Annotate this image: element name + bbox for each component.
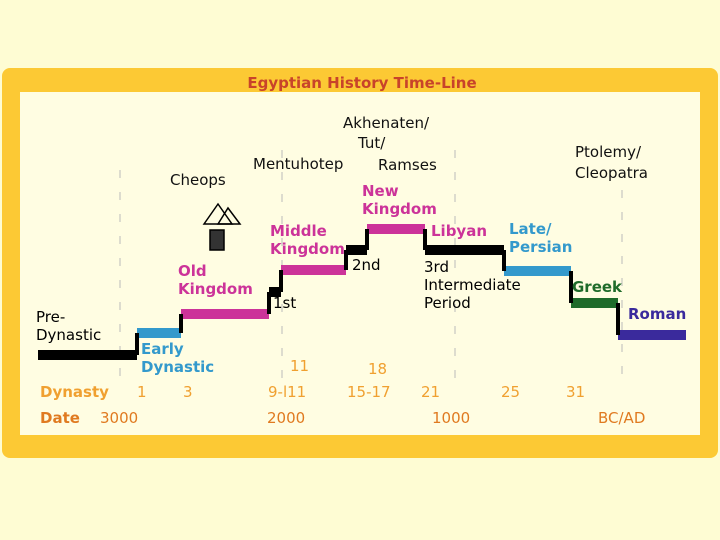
dynasty-number: 3 bbox=[183, 383, 193, 401]
panel bbox=[20, 92, 700, 435]
ruler-label: Ptolemy/ bbox=[575, 143, 642, 161]
period-label: Period bbox=[424, 294, 471, 312]
ruler-label: Akhenaten/ bbox=[343, 114, 430, 132]
dynasty-number: 31 bbox=[566, 383, 585, 401]
date-value: BC/AD bbox=[598, 409, 645, 427]
dynasty-number: 9-l11 bbox=[268, 383, 306, 401]
period-label: Dynastic bbox=[36, 326, 101, 344]
date-value: 1000 bbox=[432, 409, 470, 427]
ruler-label: Mentuhotep bbox=[253, 155, 343, 173]
period-label: Kingdom bbox=[362, 200, 437, 218]
step bbox=[571, 298, 618, 308]
step bbox=[281, 265, 346, 275]
period-label: Late/ bbox=[509, 220, 552, 238]
step bbox=[269, 287, 281, 297]
pyramid-icon bbox=[202, 202, 242, 251]
dynasty-number: 1 bbox=[137, 383, 147, 401]
dynasty-number: 18 bbox=[368, 360, 387, 378]
period-label: Greek bbox=[572, 278, 623, 296]
step bbox=[137, 328, 181, 338]
period-label: Persian bbox=[509, 238, 572, 256]
ruler-label: Cheops bbox=[170, 171, 226, 189]
step bbox=[38, 350, 137, 360]
period-label: Kingdom bbox=[178, 280, 253, 298]
period-label: Kingdom bbox=[270, 240, 345, 258]
row-label: Dynasty bbox=[40, 383, 109, 401]
period-label: Libyan bbox=[431, 222, 487, 240]
period-label: Middle bbox=[270, 222, 327, 240]
step bbox=[346, 245, 367, 255]
dynasty-number: 15-17 bbox=[347, 383, 391, 401]
date-value: 2000 bbox=[267, 409, 305, 427]
ruler-label: Ramses bbox=[378, 156, 437, 174]
step bbox=[425, 245, 504, 255]
ruler-label: Cleopatra bbox=[575, 164, 648, 182]
row-label: Date bbox=[40, 409, 80, 427]
period-label: 3rd bbox=[424, 258, 449, 276]
ruler-label: Tut/ bbox=[357, 134, 386, 152]
labels: Pre-DynasticEarlyDynasticOldKingdom1stMi… bbox=[36, 114, 686, 427]
dynasty-number: 21 bbox=[421, 383, 440, 401]
period-label: 2nd bbox=[352, 256, 381, 274]
dynasty-number: 25 bbox=[501, 383, 520, 401]
title: Egyptian History Time-Line bbox=[247, 74, 476, 92]
step bbox=[618, 330, 686, 340]
step bbox=[504, 266, 571, 276]
period-label: Intermediate bbox=[424, 276, 521, 294]
step bbox=[181, 309, 269, 319]
period-label: 1st bbox=[273, 294, 296, 312]
period-label: New bbox=[362, 182, 399, 200]
period-label: Roman bbox=[628, 305, 686, 323]
dynasty-number: 11 bbox=[290, 357, 309, 375]
period-label: Dynastic bbox=[141, 358, 214, 376]
period-label: Old bbox=[178, 262, 207, 280]
steps bbox=[38, 224, 686, 360]
step bbox=[367, 224, 425, 234]
period-label: Pre- bbox=[36, 308, 65, 326]
period-label: Early bbox=[141, 340, 184, 358]
date-value: 3000 bbox=[100, 409, 138, 427]
